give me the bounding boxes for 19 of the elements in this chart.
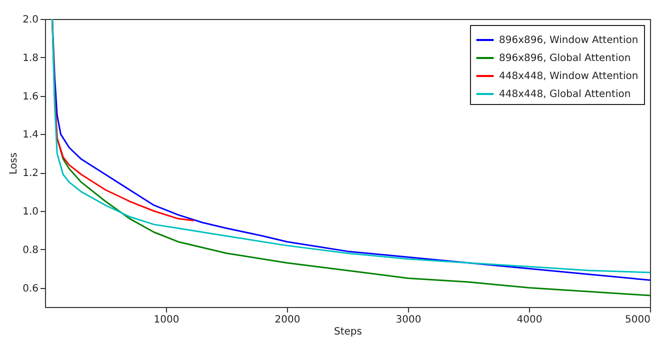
- x-tick-label: 5000: [625, 314, 650, 326]
- legend-label: 448x448, Window Attention: [499, 71, 638, 82]
- y-tick-label: 1.4: [22, 130, 38, 141]
- y-tick-label: 1.8: [22, 52, 38, 64]
- y-tick-label: 0.6: [22, 283, 38, 294]
- legend-label: 448x448, Global Attention: [499, 89, 631, 100]
- x-tick-label: 4000: [516, 314, 542, 326]
- y-tick-label: 1.0: [22, 206, 38, 218]
- x-tick-label: 2000: [274, 314, 300, 326]
- x-tick-label: 3000: [396, 314, 422, 326]
- y-axis-title: Loss: [8, 152, 20, 174]
- y-tick-label: 0.8: [22, 244, 38, 256]
- y-tick-label: 1.2: [22, 168, 38, 180]
- legend-label: 896x896, Global Attention: [499, 53, 631, 64]
- y-tick-label: 1.6: [22, 91, 38, 102]
- y-tick-label: 2.0: [22, 14, 38, 26]
- legend-label: 896x896, Window Attention: [499, 35, 638, 46]
- x-axis-title: Steps: [334, 326, 362, 338]
- x-tick-label: 1000: [154, 314, 180, 326]
